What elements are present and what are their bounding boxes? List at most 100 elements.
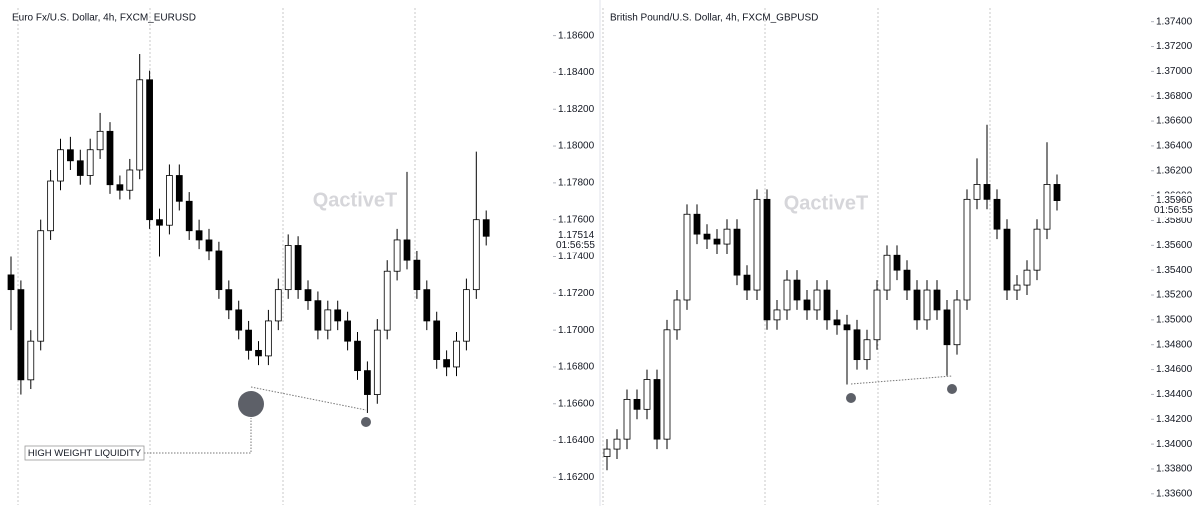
candle-body [783, 279, 791, 311]
y-tick-label: 1.18600 [558, 30, 595, 41]
candle-body [403, 239, 411, 261]
countdown-label: 01:56:55 [556, 240, 595, 251]
y-tick-label: 1.35200 [1156, 290, 1193, 301]
candle-body [703, 233, 711, 240]
y-tick-label: 1.35400 [1156, 265, 1193, 276]
candle-body [156, 219, 163, 226]
candle-body [863, 339, 871, 361]
y-tick-label: 1.17000 [558, 325, 595, 336]
candle-body [953, 299, 961, 346]
candle-body [763, 198, 771, 321]
y-tick-label: 1.16200 [558, 472, 595, 483]
candle-body [235, 309, 243, 331]
y-tick-label: 1.34400 [1156, 389, 1193, 400]
candle-body [37, 230, 45, 342]
candle-body [883, 254, 891, 291]
countdown-label: 01:56:55 [1154, 205, 1193, 216]
candle-body [304, 289, 312, 302]
candle-body [623, 398, 631, 440]
candle-body [973, 184, 981, 200]
candle-body [364, 370, 371, 395]
candle-body [195, 230, 203, 241]
candle-body [663, 329, 671, 440]
candle-body [443, 359, 450, 368]
annotation: HIGH WEIGHT LIQUIDITY [28, 448, 142, 459]
candle-body [1013, 284, 1021, 291]
candle-body [903, 269, 911, 291]
y-tick-label: 1.17800 [558, 178, 595, 189]
y-tick-label: 1.16800 [558, 362, 595, 373]
y-tick-label: 1.33800 [1156, 464, 1193, 475]
candle-body [96, 130, 104, 151]
candle-body [433, 320, 441, 360]
y-tick-label: 1.16400 [558, 435, 595, 446]
candle-body [773, 309, 781, 321]
candle-body [57, 149, 64, 182]
candle-body [893, 254, 901, 271]
candle-body [603, 448, 611, 457]
price-label-bg [1154, 193, 1194, 218]
candle-body [453, 340, 460, 368]
candle-body [354, 340, 361, 372]
candle-body [823, 289, 831, 321]
candle-body [86, 149, 94, 176]
candle-body [265, 320, 272, 357]
candle-body [205, 239, 213, 252]
candle-body [913, 289, 921, 321]
y-tick-label: 1.34600 [1156, 364, 1193, 375]
candle-body [334, 309, 342, 322]
candle-body [225, 289, 233, 311]
candle-body [344, 320, 351, 342]
candle-body [166, 175, 173, 226]
candle-body [175, 175, 183, 202]
candle-body [643, 379, 651, 410]
y-tick-label: 1.18000 [558, 141, 595, 152]
candle-body [693, 213, 701, 235]
candle-body [833, 319, 841, 326]
y-tick-label: 1.18200 [558, 104, 595, 115]
chart-title: British Pound/U.S. Dollar, 4h, FXCM_GBPU… [610, 13, 818, 24]
candle-body [753, 198, 761, 291]
candle-body [76, 160, 84, 176]
candle-body [923, 289, 931, 321]
candle-body [1023, 269, 1031, 286]
candle-body [993, 198, 1001, 230]
candle-body [873, 289, 881, 341]
liquidity-marker [238, 391, 264, 417]
candle-body [324, 309, 332, 331]
candle-body [943, 309, 951, 346]
y-tick-label: 1.37000 [1156, 66, 1193, 77]
candle-body [67, 149, 74, 162]
candle-body [116, 184, 124, 191]
candle-body [215, 250, 223, 291]
candle-body [482, 219, 490, 237]
price-label-bg [556, 228, 596, 253]
candle-body [1053, 184, 1061, 201]
candle-body [106, 130, 114, 186]
candle-body [245, 329, 252, 351]
y-tick-label: 1.37200 [1156, 41, 1193, 52]
watermark: QactiveT [784, 192, 868, 214]
candle-body [613, 438, 621, 450]
annotation-connector [144, 418, 252, 454]
plots: 1.18600 1.18400 1.18200 1.18000 1.17800 1.176… [7, 16, 1194, 499]
y-tick-label: 1.35600 [1156, 240, 1193, 251]
y-tick-label: 1.34000 [1156, 439, 1193, 450]
candle-body [803, 299, 811, 311]
y-tick-label: 1.36600 [1156, 116, 1193, 127]
y-tick-label: 1.36200 [1156, 165, 1193, 176]
candle-body [393, 239, 401, 272]
candle-body [255, 349, 262, 357]
candle-body [284, 245, 292, 291]
candle-body [463, 289, 470, 342]
candle-body [983, 184, 991, 200]
price-label: 1.17514 [558, 230, 595, 241]
y-tick-label: 1.37400 [1156, 16, 1193, 27]
candle-body [413, 259, 421, 291]
candle-body [1033, 228, 1041, 271]
annotation-box [24, 445, 145, 461]
liquidity-line [850, 375, 953, 385]
candle-body [47, 180, 54, 232]
candle-body [274, 289, 282, 322]
candle-body [813, 289, 821, 311]
